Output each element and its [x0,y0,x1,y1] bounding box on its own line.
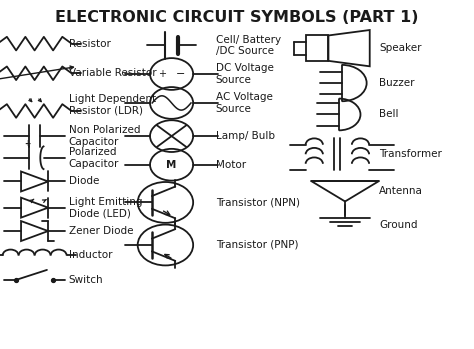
Text: DC Voltage
Source: DC Voltage Source [216,63,273,85]
Text: Transistor (NPN): Transistor (NPN) [216,198,300,207]
Bar [306,36,328,61]
Text: Speaker: Speaker [379,43,422,53]
Text: Motor: Motor [216,160,246,170]
Text: +: + [24,139,31,148]
Text: Light Emitting
Diode (LED): Light Emitting Diode (LED) [69,197,142,218]
Text: Non Polarized
Capacitor: Non Polarized Capacitor [69,125,140,147]
Text: AC Voltage
Source: AC Voltage Source [216,92,273,114]
Text: Zener Diode: Zener Diode [69,226,133,236]
Text: Transformer: Transformer [379,149,442,159]
Text: Buzzer: Buzzer [379,78,415,88]
Text: Bell: Bell [379,110,399,119]
Text: Lamp/ Bulb: Lamp/ Bulb [216,131,274,141]
Text: Cell/ Battery
/DC Source: Cell/ Battery /DC Source [216,35,281,56]
Text: M: M [166,160,177,170]
Text: −: − [176,69,185,79]
Text: Light Dependent
Resistor (LDR): Light Dependent Resistor (LDR) [69,94,156,116]
Text: Antenna: Antenna [379,186,423,196]
Text: Diode: Diode [69,177,99,186]
Text: Ground: Ground [379,220,418,230]
Text: Polarized
Capacitor: Polarized Capacitor [69,147,119,169]
Text: Transistor (PNP): Transistor (PNP) [216,240,298,250]
Text: Switch: Switch [69,275,103,285]
Text: Resistor: Resistor [69,39,110,49]
Text: Variable Resistor: Variable Resistor [69,68,156,78]
Text: +: + [158,69,166,79]
Text: Inductor: Inductor [69,251,112,260]
Text: ELECTRONIC CIRCUIT SYMBOLS (PART 1): ELECTRONIC CIRCUIT SYMBOLS (PART 1) [55,10,419,25]
